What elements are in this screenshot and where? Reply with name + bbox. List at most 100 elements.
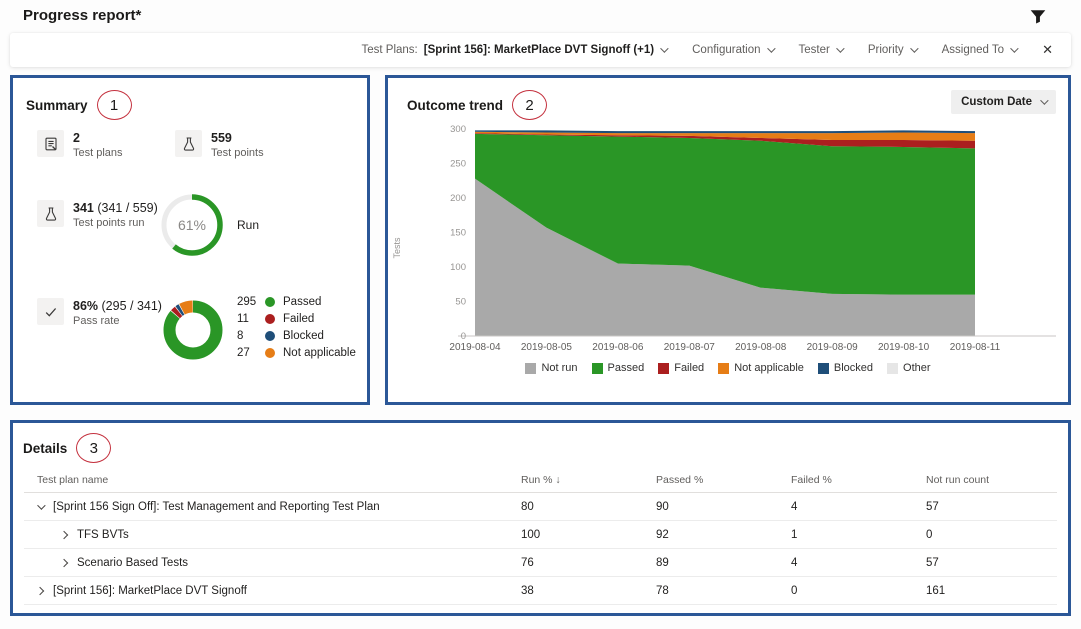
custom-date-button[interactable]: Custom Date — [951, 90, 1056, 114]
table-cell: 0 — [926, 528, 933, 541]
summary-stat-test-points-run: 341 (341 / 559) Test points run — [37, 200, 158, 229]
table-cell: 0 — [791, 584, 798, 597]
check-icon — [45, 307, 56, 317]
table-cell: 4 — [791, 500, 798, 513]
page-title: Progress report* — [23, 7, 142, 24]
assigned-to-filter[interactable]: Assigned To — [942, 44, 1019, 56]
donut-legend-item: 8 Blocked — [237, 330, 324, 342]
legend-dot-icon — [265, 314, 275, 324]
chevron-down-icon — [1010, 44, 1019, 53]
table-cell: 57 — [926, 500, 939, 513]
legend-swatch-icon — [525, 362, 537, 374]
table-cell: 100 — [521, 528, 541, 541]
tester-filter-label: Tester — [798, 44, 830, 56]
summary-panel: Summary 1 2 Test plans 559 Test points 341 (… — [10, 75, 370, 405]
column-header[interactable]: Test plan name — [37, 473, 109, 486]
trend-legend-item: Not run — [525, 362, 578, 374]
summary-stat-test-points: 559 Test points — [175, 130, 264, 159]
legend-dot-icon — [265, 348, 275, 358]
svg-text:2019-08-10: 2019-08-10 — [878, 342, 930, 353]
table-cell: 161 — [926, 584, 946, 597]
run-gauge: 61% Run — [157, 190, 259, 260]
beaker-icon — [45, 206, 56, 221]
priority-filter-label: Priority — [867, 44, 904, 56]
donut-legend-item: 27 Not applicable — [237, 347, 356, 359]
svg-text:2019-08-07: 2019-08-07 — [664, 342, 716, 353]
table-row[interactable]: [Sprint 156 Sign Off]: Test Management a… — [24, 493, 1057, 521]
outcome-trend-panel: Outcome trend 2 Custom Date 0 50 100 150 200… — [385, 75, 1071, 405]
outcome-trend-title: Outcome trend — [407, 97, 504, 113]
svg-text:50: 50 — [455, 297, 466, 308]
annotation-circle-3: 3 — [76, 433, 112, 463]
run-gauge-label: Run — [237, 218, 260, 232]
svg-text:2019-08-05: 2019-08-05 — [521, 342, 573, 353]
details-table: Test plan name Run % ↓ Passed % Failed % Not… — [24, 467, 1057, 605]
test-plan-name: [Sprint 156 Sign Off]: Test Management a… — [53, 500, 380, 513]
outcome-donut: 295 Passed 11 Failed 8 Blocked 27 Not applicabl… — [163, 296, 356, 360]
test-plans-filter-label: Test Plans: — [361, 44, 418, 56]
tester-filter[interactable]: Tester — [798, 44, 845, 56]
table-cell: 1 — [791, 528, 798, 541]
stat-value: 2 — [73, 131, 80, 145]
table-row[interactable]: TFS BVTs 100 92 1 0 — [24, 521, 1057, 549]
test-plans-filter[interactable]: Test Plans: [Sprint 156]: MarketPlace DV… — [361, 44, 669, 56]
table-row[interactable]: [Sprint 156]: MarketPlace DVT Signoff 38 7… — [24, 577, 1057, 605]
donut-legend-item: 295 Passed — [237, 296, 322, 308]
filter-bar: Test Plans: [Sprint 156]: MarketPlace DV… — [10, 33, 1071, 67]
summary-title: Summary — [26, 97, 88, 113]
svg-text:2019-08-11: 2019-08-11 — [950, 342, 1001, 353]
chevron-down-icon — [660, 44, 669, 53]
column-header[interactable]: Not run count — [926, 473, 990, 486]
svg-text:Tests: Tests — [392, 237, 402, 259]
table-cell: 78 — [656, 584, 669, 597]
trend-legend-item: Not applicable — [718, 362, 804, 374]
annotation-circle-2: 2 — [512, 90, 548, 120]
close-icon[interactable]: ✕ — [1042, 42, 1053, 57]
table-cell: 92 — [656, 528, 669, 541]
table-cell: 80 — [521, 500, 534, 513]
stat-value: 86% (295 / 341) — [73, 299, 162, 313]
table-header-row: Test plan name Run % ↓ Passed % Failed % Not… — [24, 467, 1057, 493]
stat-label: Test points run — [73, 217, 145, 229]
svg-text:61%: 61% — [178, 217, 206, 233]
annotation-circle-1: 1 — [96, 90, 132, 120]
trend-legend: Not run Passed Failed Not applicable Blocked… — [388, 362, 1068, 374]
donut-legend-item: 11 Failed — [237, 313, 315, 325]
configuration-filter[interactable]: Configuration — [692, 44, 776, 56]
stat-label: Pass rate — [73, 315, 120, 327]
table-row[interactable]: Scenario Based Tests 76 89 4 57 — [24, 549, 1057, 577]
table-cell: 38 — [521, 584, 534, 597]
configuration-filter-label: Configuration — [692, 44, 761, 56]
beaker-icon — [183, 136, 194, 151]
priority-filter[interactable]: Priority — [867, 44, 919, 56]
legend-swatch-icon — [887, 362, 899, 374]
chevron-down-icon — [836, 44, 845, 53]
filter-icon[interactable] — [1029, 8, 1047, 26]
svg-text:250: 250 — [450, 159, 466, 170]
table-cell: 4 — [791, 556, 798, 569]
chevron-down-icon — [909, 44, 919, 53]
column-header[interactable]: Run % ↓ — [521, 473, 561, 486]
chevron-down-icon — [766, 44, 776, 53]
chevron-right-icon[interactable] — [59, 530, 69, 539]
test-plan-name: TFS BVTs — [77, 528, 129, 541]
details-panel: Details 3 Test plan name Run % ↓ Passed % F… — [10, 420, 1071, 616]
legend-swatch-icon — [718, 362, 730, 374]
chevron-right-icon[interactable] — [35, 586, 45, 595]
column-header[interactable]: Failed % — [791, 473, 832, 486]
trend-legend-item: Other — [887, 362, 931, 374]
table-cell: 90 — [656, 500, 669, 513]
details-title: Details — [23, 440, 68, 456]
svg-text:2019-08-08: 2019-08-08 — [735, 342, 787, 353]
test-plans-filter-value: [Sprint 156]: MarketPlace DVT Signoff (+… — [423, 44, 655, 56]
legend-swatch-icon — [591, 362, 603, 374]
column-header[interactable]: Passed % — [656, 473, 704, 486]
chevron-right-icon[interactable] — [59, 558, 69, 567]
summary-stat-test-plans: 2 Test plans — [37, 130, 123, 159]
chevron-down-icon[interactable] — [37, 500, 46, 510]
test-plan-name: Scenario Based Tests — [77, 556, 189, 569]
custom-date-label: Custom Date — [961, 96, 1032, 108]
table-cell: 89 — [656, 556, 669, 569]
chevron-down-icon — [1040, 96, 1049, 105]
legend-dot-icon — [265, 331, 275, 341]
